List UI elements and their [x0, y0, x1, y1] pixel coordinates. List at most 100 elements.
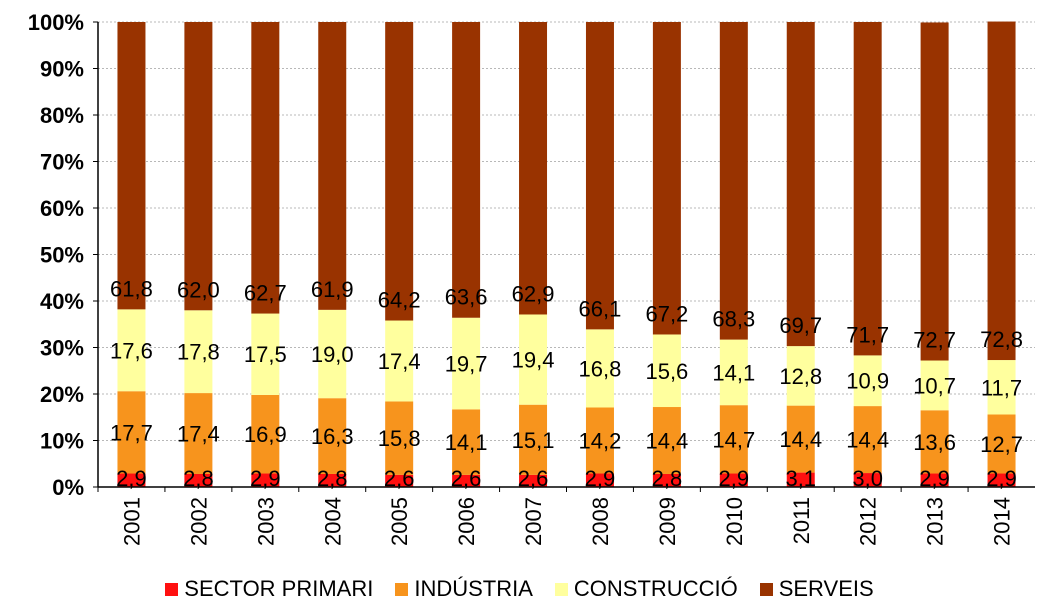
bar-segment-sector-primari [652, 473, 681, 487]
data-label: 68,3 [712, 307, 755, 332]
bar-segment-construcci- [652, 334, 681, 408]
bar-segment-serveis [786, 22, 815, 347]
bar-segment-construcci- [251, 313, 280, 395]
legend-swatch [165, 582, 179, 596]
data-label: 2,6 [518, 466, 549, 491]
x-tick-label: 2008 [588, 497, 613, 546]
bar-segment-serveis [585, 22, 614, 330]
bar-segment-sector-primari [117, 473, 146, 487]
bar-segment-serveis [987, 21, 1016, 361]
bar-segment-construcci- [987, 360, 1016, 415]
bar-segment-sector-primari [585, 473, 614, 487]
legend-item: SECTOR PRIMARI [165, 576, 373, 602]
data-label: 19,4 [512, 348, 555, 373]
axes: 0% 10% 20% 30% 40% 50% 60% 70% 80% 90% 100% 2001 200… [28, 10, 1035, 546]
data-label: 15,6 [645, 359, 688, 384]
x-tick-label: 2007 [521, 497, 546, 546]
data-label: 17,7 [110, 420, 153, 445]
data-label: 11,7 [981, 375, 1022, 400]
legend-label: SERVEIS [778, 576, 874, 601]
bar-segment-ind-stria [585, 407, 614, 474]
x-tick-label: 2005 [387, 497, 412, 546]
data-label: 14,7 [712, 427, 755, 452]
data-label: 17,5 [244, 342, 287, 367]
data-label: 3,0 [852, 466, 883, 491]
y-tick-label: 50% [40, 243, 84, 268]
data-label: 2,8 [183, 466, 214, 491]
bar-segment-construcci- [519, 314, 548, 405]
stacked-bar-chart: 0% 10% 20% 30% 40% 50% 60% 70% 80% 90% 100% 2001 200… [28, 10, 1035, 546]
legend-item: SERVEIS [759, 576, 874, 602]
bar-segment-construcci- [385, 320, 414, 402]
data-label: 63,6 [445, 285, 488, 310]
data-label: 2,9 [116, 466, 147, 491]
data-label: 17,8 [177, 340, 220, 365]
data-label: 69,7 [779, 313, 822, 338]
data-label: 2,9 [719, 466, 750, 491]
data-label: 72,7 [913, 328, 956, 353]
data-label: 67,2 [645, 301, 688, 326]
data-label: 2,8 [317, 466, 348, 491]
data-label: 2,6 [451, 466, 482, 491]
data-label: 2,6 [384, 466, 415, 491]
legend-label: INDÚSTRIA [414, 576, 533, 601]
bar-segment-serveis [117, 22, 146, 310]
data-label: 66,1 [579, 296, 622, 321]
bar-segment-construcci- [318, 309, 347, 399]
bar-segment-ind-stria [519, 404, 548, 475]
data-label: 72,8 [980, 327, 1023, 352]
x-tick-label: 2009 [655, 497, 680, 546]
bar-segment-construcci- [853, 355, 882, 407]
bar-segment-sector-primari [786, 472, 815, 487]
bar-segment-ind-stria [920, 410, 949, 474]
bar-segment-sector-primari [184, 473, 213, 487]
y-tick-label: 60% [40, 196, 84, 221]
data-label: 62,9 [512, 281, 555, 306]
data-label: 15,8 [378, 426, 421, 451]
data-label: 17,4 [177, 422, 220, 447]
data-label: 15,1 [512, 428, 555, 453]
bar-segment-ind-stria [987, 414, 1016, 474]
bar-segment-ind-stria [117, 391, 146, 474]
bar-segment-construcci- [719, 339, 748, 406]
bar-segment-sector-primari [519, 474, 548, 487]
x-tick-label: 2012 [856, 497, 881, 546]
data-label: 14,1 [445, 430, 488, 455]
bar-segment-construcci- [786, 346, 815, 406]
bar-segment-serveis [853, 22, 882, 356]
data-label: 17,6 [110, 338, 153, 363]
x-tick-label: 2014 [990, 497, 1015, 546]
bar-segment-ind-stria [184, 393, 213, 474]
legend-swatch [759, 582, 773, 596]
legend-swatch [395, 582, 409, 596]
data-label: 71,7 [846, 322, 889, 347]
y-tick-label: 80% [40, 103, 84, 128]
bar-segment-ind-stria [452, 409, 481, 475]
bar-segment-construcci- [184, 310, 213, 394]
data-label: 14,4 [779, 427, 822, 452]
bar-segment-sector-primari [719, 473, 748, 487]
y-tick-label: 10% [40, 429, 84, 454]
data-label: 19,7 [445, 352, 488, 377]
bar-segment-sector-primari [853, 473, 882, 487]
legend-label: SECTOR PRIMARI [184, 576, 374, 601]
bar-segment-sector-primari [318, 473, 347, 487]
bar-stacks [117, 21, 1016, 487]
data-label: 64,2 [378, 288, 421, 313]
x-tick-label: 2001 [119, 497, 144, 546]
bar-segment-ind-stria [853, 406, 882, 474]
data-label: 61,9 [311, 277, 354, 302]
bar-segment-serveis [920, 22, 949, 361]
data-label: 12,7 [980, 432, 1023, 457]
legend-item: CONSTRUCCIÓ [554, 576, 738, 602]
bar-segment-serveis [318, 22, 347, 310]
data-label: 10,9 [846, 369, 889, 394]
data-label: 62,7 [244, 281, 287, 306]
data-label: 19,0 [311, 342, 354, 367]
data-label: 17,4 [378, 349, 421, 374]
bar-segment-ind-stria [786, 405, 815, 473]
data-label: 12,8 [779, 364, 822, 389]
data-label: 10,7 [913, 373, 956, 398]
legend-item: INDÚSTRIA [395, 576, 533, 602]
data-label: 14,4 [645, 429, 688, 454]
